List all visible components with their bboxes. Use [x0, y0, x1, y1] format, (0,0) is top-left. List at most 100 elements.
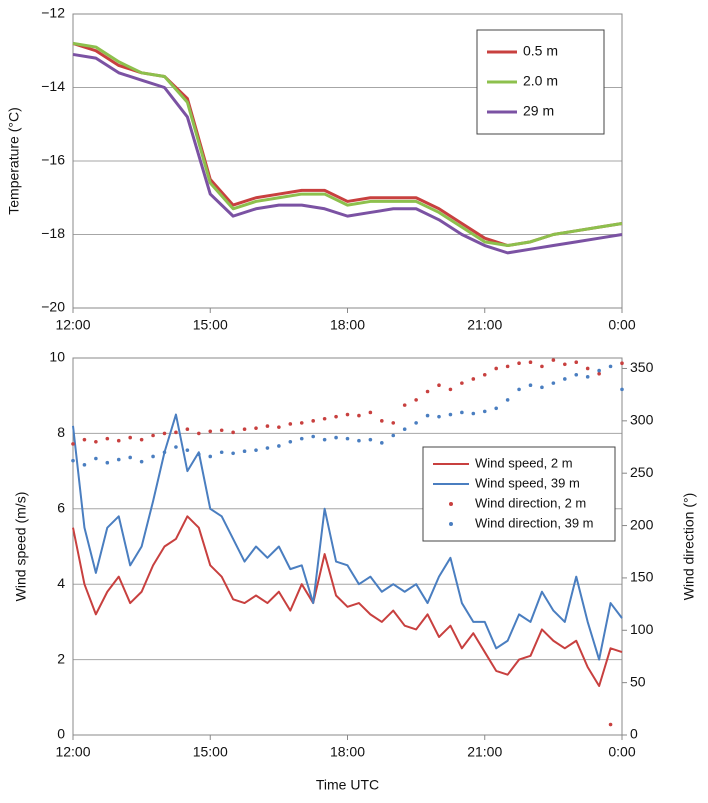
data-point	[505, 398, 510, 402]
data-point	[139, 459, 144, 464]
data-point	[185, 448, 190, 452]
data-point	[563, 362, 567, 367]
data-point	[402, 403, 407, 407]
y-axis-title: Wind speed (m/s)	[13, 492, 29, 602]
series-line	[72, 515, 623, 687]
y2-tick-label: 150	[630, 569, 654, 585]
x-tick-label: 18:00	[330, 744, 365, 760]
data-point	[265, 424, 270, 428]
data-point	[185, 427, 190, 432]
legend-box	[422, 446, 616, 542]
data-point	[231, 451, 235, 456]
data-point	[162, 450, 167, 455]
data-point	[414, 421, 418, 425]
data-point	[482, 409, 487, 414]
data-point	[162, 431, 167, 436]
data-point	[151, 433, 155, 438]
data-point	[128, 435, 132, 440]
y-tick-label: −14	[41, 78, 65, 94]
data-point	[219, 428, 224, 433]
data-point	[105, 436, 110, 441]
data-point	[380, 441, 384, 445]
x-axis-title: Time UTC	[316, 777, 379, 793]
data-point	[277, 425, 281, 429]
data-point	[585, 375, 590, 379]
y2-tick-label: 100	[630, 621, 654, 637]
data-point	[574, 372, 579, 377]
data-point	[528, 383, 533, 388]
y2-tick-label: 300	[630, 412, 654, 428]
data-point	[608, 722, 613, 727]
data-point	[517, 361, 521, 366]
y-tick-label: 10	[49, 349, 65, 365]
data-point	[197, 431, 201, 436]
data-point	[254, 426, 258, 430]
y-tick-label: 4	[57, 575, 65, 591]
data-point	[208, 454, 213, 459]
y-tick-label: 2	[57, 650, 65, 666]
y-tick-label: 0	[57, 726, 65, 742]
data-point	[448, 387, 453, 392]
x-tick-label: 15:00	[193, 317, 228, 333]
data-point	[242, 449, 247, 454]
data-point	[517, 387, 521, 392]
data-point	[551, 381, 556, 385]
legend-label: 2.0 m	[523, 73, 558, 89]
data-point	[94, 439, 98, 444]
data-point	[288, 439, 293, 444]
data-point	[128, 455, 132, 460]
y-tick-label: −18	[41, 225, 65, 241]
data-point	[345, 412, 350, 417]
data-point	[460, 381, 464, 385]
x-tick-label: 12:00	[55, 317, 90, 333]
data-point	[82, 463, 87, 467]
series-line	[72, 41, 623, 248]
data-point	[197, 452, 201, 457]
x-tick-label: 12:00	[55, 744, 90, 760]
legend-marker	[449, 502, 453, 506]
y2-tick-label: 200	[630, 516, 654, 532]
data-point	[174, 430, 178, 435]
x-tick-label: 21:00	[467, 317, 502, 333]
legend-label: 29 m	[523, 103, 554, 119]
data-point	[71, 458, 75, 463]
data-point	[380, 419, 384, 423]
data-point	[425, 413, 430, 418]
data-point	[482, 372, 487, 377]
data-point	[265, 446, 270, 450]
y-tick-label: −20	[41, 299, 65, 315]
data-point	[311, 419, 315, 423]
y-axis-title: Temperature (°C)	[6, 107, 22, 215]
legend-label: 0.5 m	[523, 43, 558, 59]
data-point	[540, 364, 544, 369]
data-point	[231, 430, 235, 435]
data-point	[116, 438, 121, 443]
data-point	[563, 377, 567, 381]
data-point	[82, 437, 87, 442]
data-point	[334, 414, 338, 419]
data-point	[528, 360, 533, 364]
y2-axis-title: Wind direction (°)	[681, 493, 697, 601]
x-tick-label: 0:00	[608, 317, 635, 333]
legend-label: Wind speed, 2 m	[475, 455, 573, 470]
data-point	[94, 456, 98, 461]
data-point	[174, 445, 178, 449]
legend-marker	[449, 522, 453, 526]
data-point	[574, 360, 579, 364]
y-tick-label: 8	[57, 424, 65, 440]
data-point	[368, 437, 373, 442]
data-point	[620, 361, 624, 366]
legend-label: Wind direction, 2 m	[475, 495, 586, 510]
data-point	[254, 448, 258, 452]
data-point	[208, 429, 213, 434]
data-point	[402, 427, 407, 432]
data-point	[540, 385, 544, 390]
data-point	[414, 398, 418, 402]
data-point	[277, 444, 281, 448]
x-tick-label: 0:00	[608, 744, 635, 760]
data-point	[608, 364, 613, 369]
data-point	[345, 436, 350, 441]
y2-tick-label: 50	[630, 673, 646, 689]
data-point	[368, 410, 373, 415]
